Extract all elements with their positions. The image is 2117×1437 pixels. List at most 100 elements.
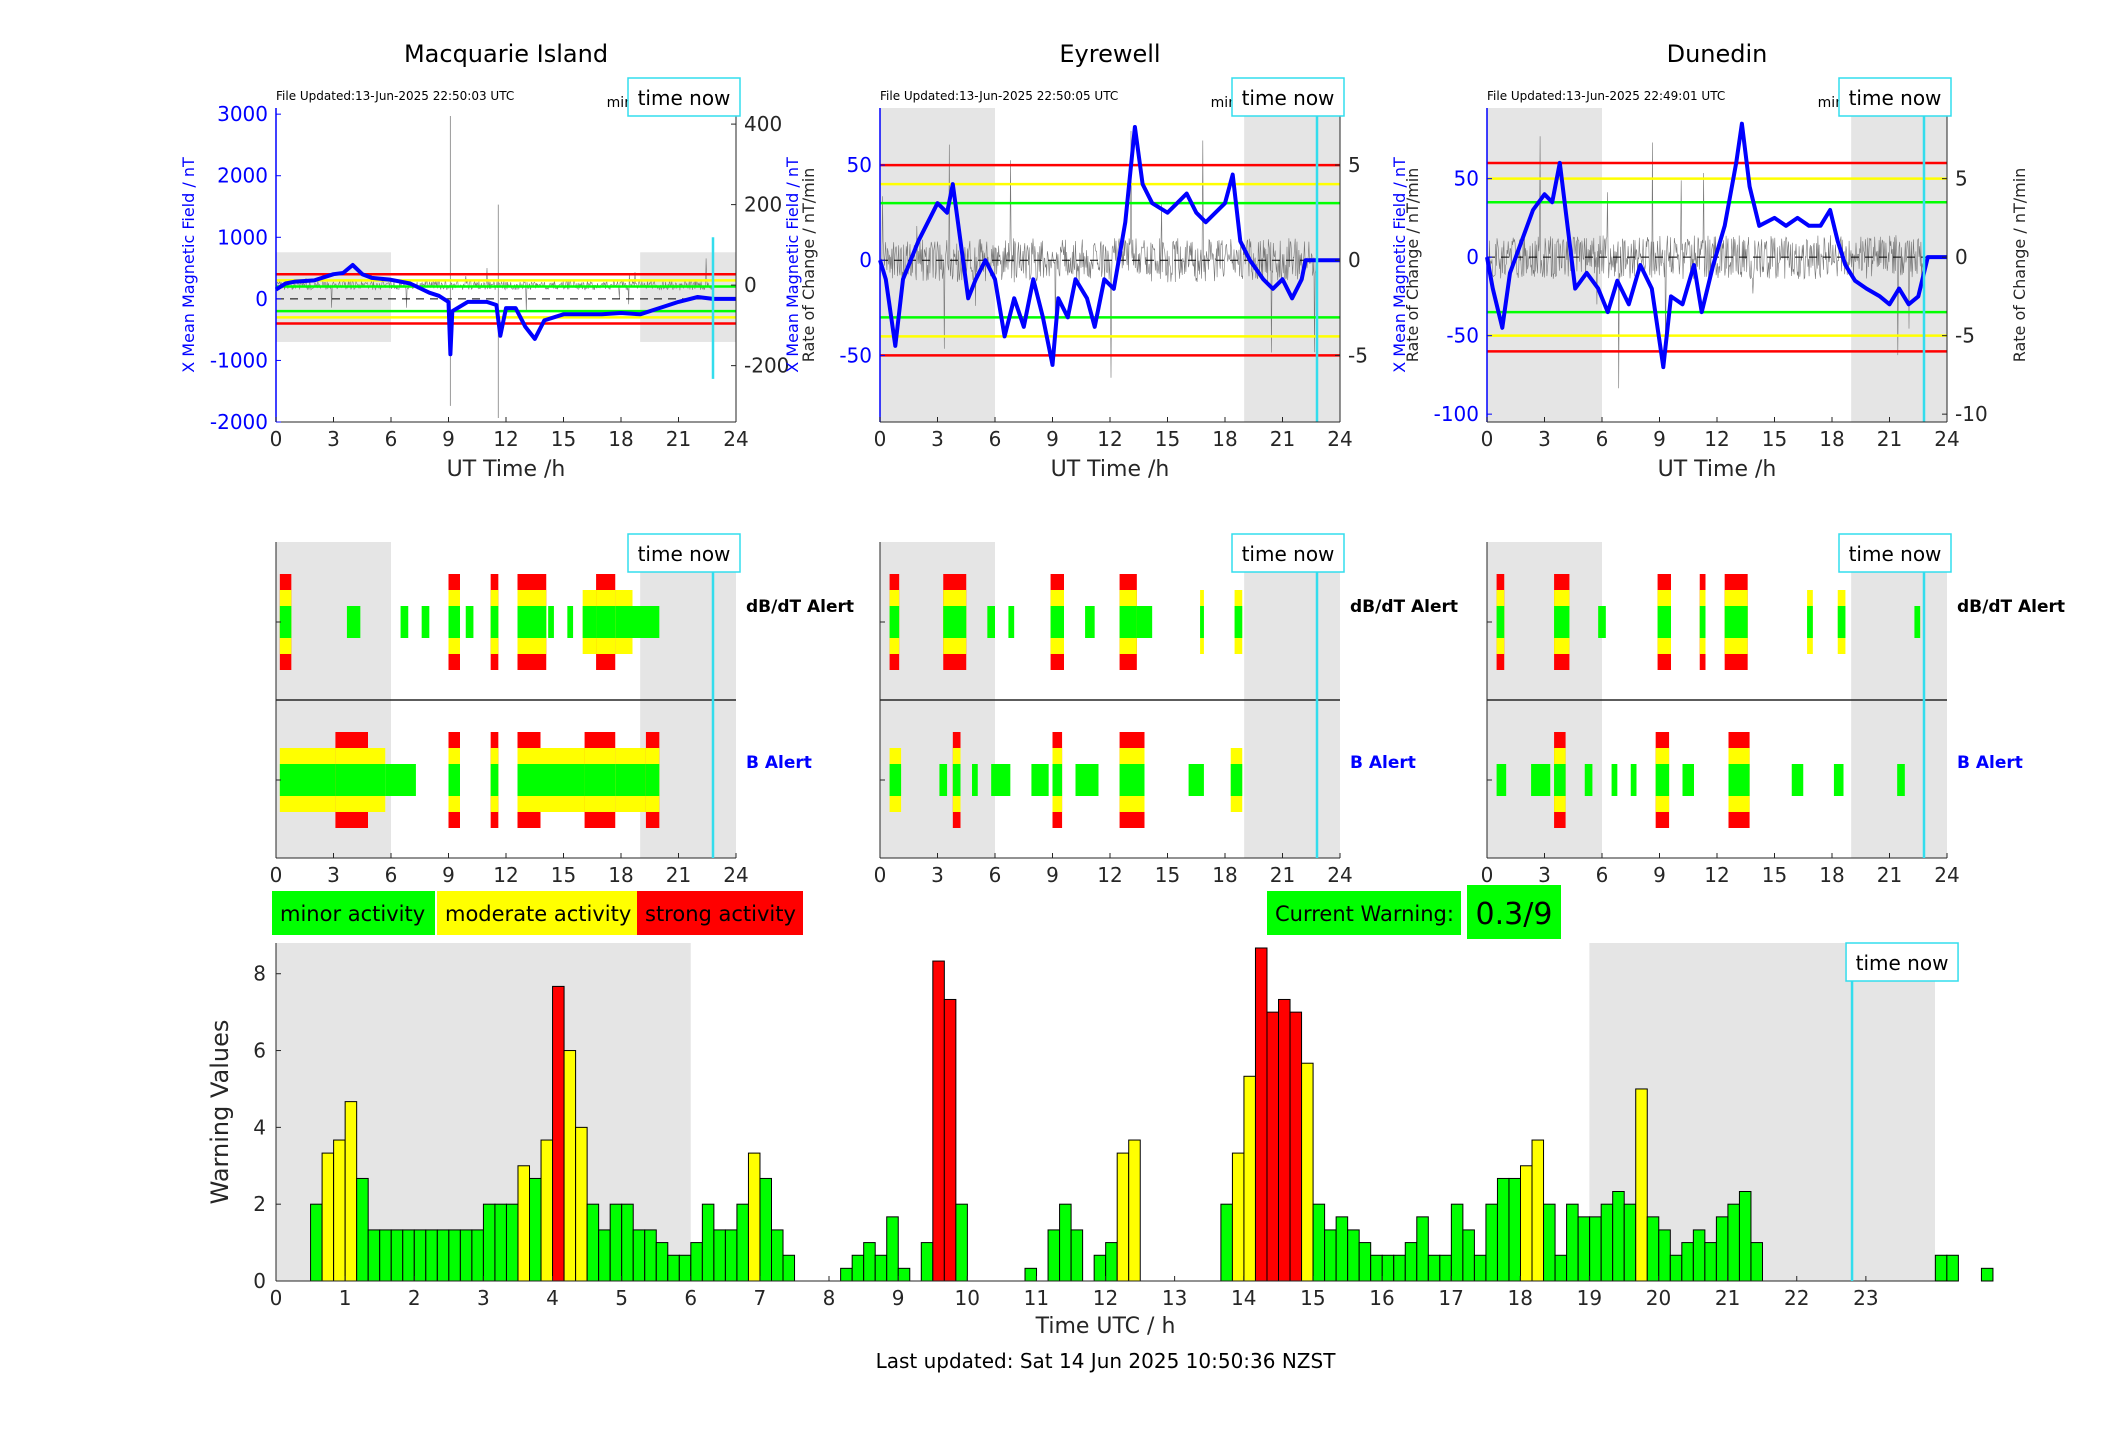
warning-bar [1750,1242,1763,1282]
b-block-green-4 [1611,764,1618,796]
dbdt-block-green-0 [279,606,292,638]
warning-bar [1485,1203,1498,1282]
warning-bar [678,1254,692,1282]
station-title: Macquarie Island [404,40,608,68]
b-block-green-5 [1031,764,1049,796]
x-tick-label: 0 [270,1286,283,1310]
station-panels: Macquarie Island File Updated:13-Jun-2025… [179,40,2029,482]
b-block-green-9 [1188,764,1204,796]
x-tick-label: 24 [1327,427,1352,451]
dbdt-block-green-3 [421,606,430,638]
right-tick-label: -5 [1955,324,1975,348]
left-axis-label: X Mean Magnetic Field / nT [1390,157,1409,373]
time-now-box [627,533,741,573]
dbdt-block-green-2 [1598,606,1606,638]
warning-bar [747,1152,761,1282]
x-tick-label: 22 [1784,1286,1809,1310]
warning-bar [310,1203,323,1282]
x-tick-label: 9 [1653,427,1666,451]
left-tick-label: 0 [1466,245,1479,269]
b-alert-label: B Alert [746,753,812,773]
x-tick-label: 0 [270,863,283,887]
station-title: Eyrewell [1059,40,1160,68]
time-now-label: time now [1856,951,1949,975]
warning-bar [482,1203,496,1282]
b-block-green-1 [939,764,948,796]
warning-bar [1543,1203,1556,1282]
current-warning-value: 0.3/9 [1476,897,1553,932]
dbdt-block-green-2 [987,606,995,638]
x-tick-label: 15 [551,427,576,451]
left-tick-label: 50 [847,153,872,177]
x-tick-label: 6 [1596,863,1609,887]
warning-bar [1577,1216,1591,1282]
time-now-label: time now [638,86,731,110]
x-tick-label: 3 [931,863,944,887]
b-block-green-7 [1682,764,1694,796]
b-block-green-2 [368,764,386,796]
warning-bar [1358,1242,1372,1282]
warning-bar [321,1152,335,1282]
warning-bar [1519,1165,1533,1282]
x-tick-label: 6 [1596,427,1609,451]
warning-bar [471,1229,484,1282]
x-tick-label: 12 [493,863,518,887]
x-tick-label: 21 [1715,1286,1740,1310]
warning-bar [1704,1242,1717,1282]
x-tick-label: 0 [1481,427,1494,451]
b-block-green-3 [385,764,416,796]
x-axis-label: UT Time /h [447,457,566,482]
x-tick-label: 12 [1704,427,1729,451]
b-block-green-10 [1230,764,1243,796]
dbdt-block-green-1 [346,606,361,638]
b-block-green-2 [1554,764,1566,796]
dbdt-block-green-3 [1008,606,1015,638]
x-tick-label: 6 [989,863,1002,887]
x-tick-label: 18 [1819,863,1844,887]
x-tick-label: 21 [666,427,691,451]
x-tick-label: 3 [477,1286,490,1310]
current-warning-box [1267,891,1461,935]
left-tick-label: 0 [859,248,872,272]
x-tick-label: 13 [1162,1286,1187,1310]
warning-bar [1427,1254,1441,1282]
warning-bar [690,1242,703,1282]
warning-bar [1116,1152,1130,1282]
y-tick-label: 6 [253,1039,266,1063]
warning-bar [1059,1203,1072,1282]
dbdt-block-green-13 [632,606,660,638]
y-tick-label: 0 [253,1269,266,1293]
warning-bar [552,985,565,1282]
time-now-box [1838,77,1952,117]
x-tick-label: 23 [1853,1286,1878,1310]
warning-bar [1301,1062,1314,1282]
dbdt-block-green-1 [943,606,967,638]
warning-bar [1531,1139,1545,1282]
warning-bar [644,1229,657,1282]
time-now-box [627,77,741,117]
dbdt-block-green-9 [1234,606,1243,638]
x-tick-label: 15 [1762,427,1787,451]
warning-bar [1347,1229,1360,1282]
warning-bar [505,1203,519,1282]
dbdt-block-green-9 [567,606,574,638]
b-alert-label: B Alert [1350,753,1416,773]
warning-bar [759,1177,772,1282]
time-now-label: time now [1849,86,1942,110]
rate-of-change-trace [1486,136,1925,389]
x-tick-label: 5 [615,1286,628,1310]
b-block-green-3 [1584,764,1593,796]
time-now-label: time now [1242,542,1335,566]
warning-bar [1254,947,1268,1282]
x-tick-label: 12 [1097,427,1122,451]
x-tick-label: 21 [666,863,691,887]
x-tick-label: 20 [1646,1286,1671,1310]
warning-bar [344,1101,358,1282]
legend-label-0: minor activity [280,902,425,926]
x-tick-label: 24 [723,863,748,887]
warning-bar [1370,1254,1383,1282]
left-axis-label: X Mean Magnetic Field / nT [179,157,198,373]
warning-bar [1646,1216,1660,1282]
time-now-box [1231,77,1345,117]
dbdt-block-green-0 [889,606,900,638]
